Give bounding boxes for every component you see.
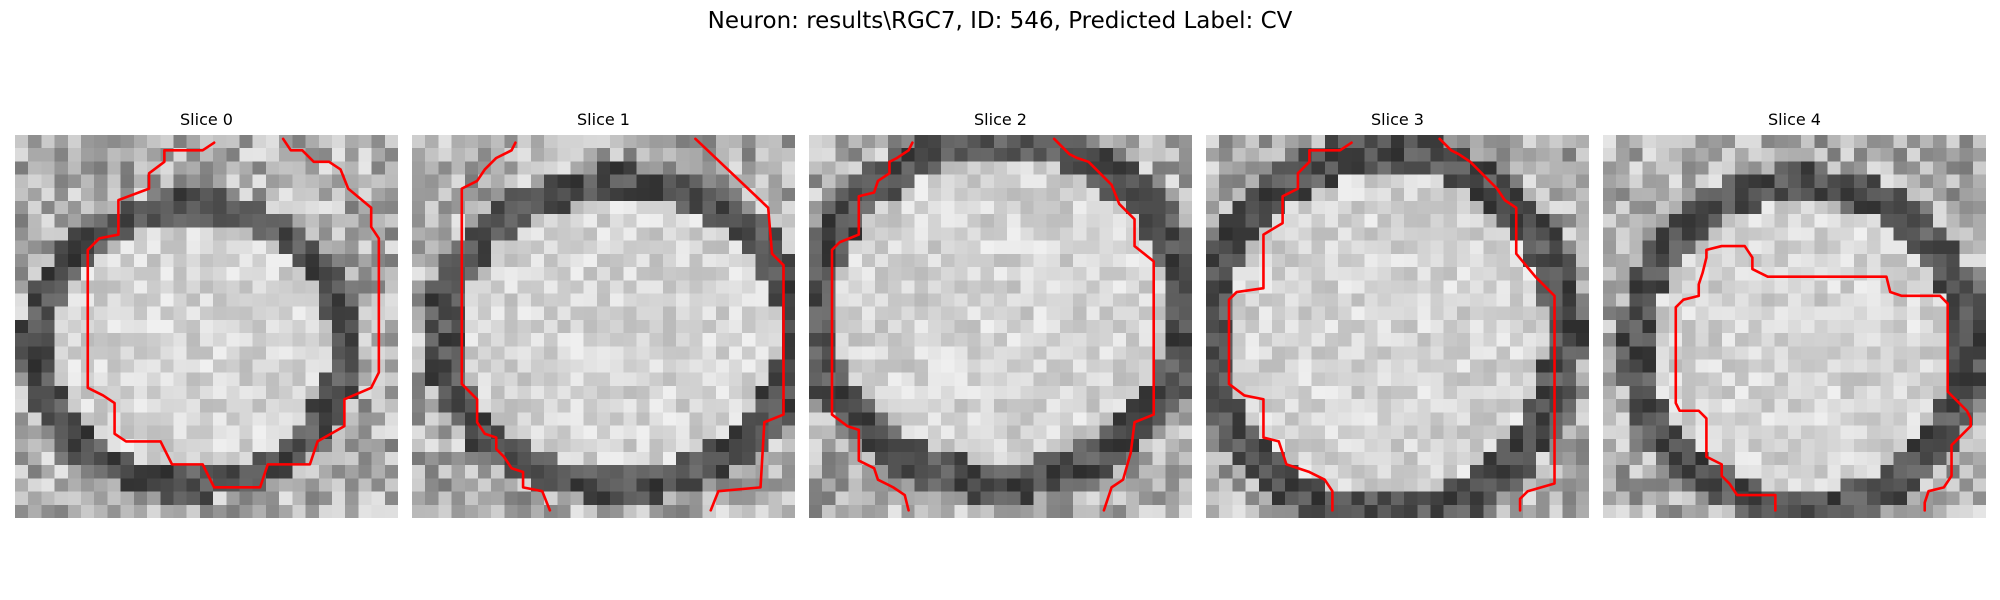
slice-title: Slice 3 <box>1371 110 1424 129</box>
contour-path <box>1440 139 1555 511</box>
slice-title: Slice 4 <box>1768 110 1821 129</box>
contour-path <box>1054 139 1154 511</box>
slice-image <box>15 135 398 518</box>
contour-path <box>1229 143 1352 511</box>
slice-image <box>809 135 1192 518</box>
pixel-grid <box>809 135 1192 518</box>
slice-image <box>1206 135 1589 518</box>
pixel-grid <box>15 135 398 518</box>
contour-path <box>1676 246 1971 510</box>
slice-image <box>1603 135 1986 518</box>
contour-path <box>88 139 379 488</box>
red-contour <box>832 139 1154 511</box>
slice-panel-4: Slice 4 <box>1603 108 1986 518</box>
contour-path <box>695 139 783 511</box>
slice-panel-1: Slice 1 <box>412 108 795 518</box>
red-contour <box>88 139 379 488</box>
slice-title: Slice 2 <box>974 110 1027 129</box>
pixel-grid <box>1603 135 1986 518</box>
figure-title: Neuron: results\RGC7, ID: 546, Predicted… <box>707 8 1293 34</box>
slice-image <box>412 135 795 518</box>
slice-title: Slice 0 <box>180 110 233 129</box>
red-contour <box>462 139 784 511</box>
red-contour <box>1229 139 1555 511</box>
grayscale-slice-svg <box>1206 135 1589 518</box>
pixel-grid <box>412 135 795 518</box>
slice-panel-2: Slice 2 <box>809 108 1192 518</box>
pixel-grid <box>1206 135 1589 518</box>
grayscale-slice-svg <box>15 135 398 518</box>
grayscale-slice-svg <box>412 135 795 518</box>
slice-panel-3: Slice 3 <box>1206 108 1589 518</box>
grayscale-slice-svg <box>809 135 1192 518</box>
grayscale-slice-svg <box>1603 135 1986 518</box>
contour-path <box>462 143 550 511</box>
red-contour <box>1676 246 1971 510</box>
contour-path <box>832 143 912 511</box>
slice-panel-0: Slice 0 <box>15 108 398 518</box>
slice-title: Slice 1 <box>577 110 630 129</box>
